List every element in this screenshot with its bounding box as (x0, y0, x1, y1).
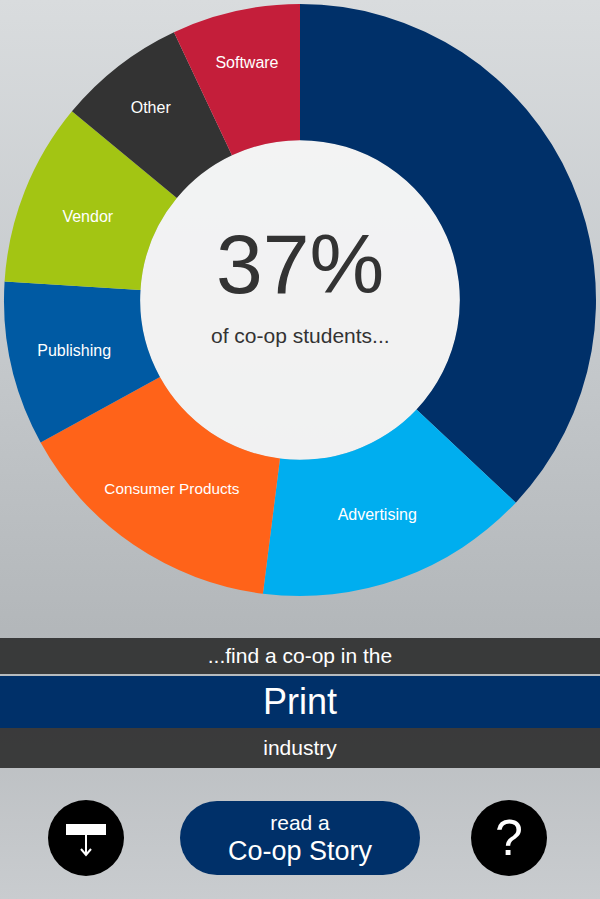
svg-text:Consumer Products: Consumer Products (104, 480, 239, 497)
svg-text:37%: 37% (216, 217, 384, 311)
svg-text:Advertising: Advertising (338, 506, 417, 523)
svg-text:of co-op students...: of co-op students... (211, 324, 390, 347)
svg-text:Other: Other (131, 99, 172, 116)
html-text:...find a co-op in the: ...find a co-op in the (207, 644, 393, 667)
svg-text:Publishing: Publishing (37, 342, 111, 359)
svg-text:Vendor: Vendor (62, 208, 113, 225)
html-text:industry: industry (263, 736, 337, 759)
html-text:Print: Print (263, 681, 337, 722)
html-text:read a: read a (270, 811, 330, 834)
svg-text:Software: Software (215, 54, 278, 71)
html-text:Co-op Story: Co-op Story (228, 836, 372, 866)
